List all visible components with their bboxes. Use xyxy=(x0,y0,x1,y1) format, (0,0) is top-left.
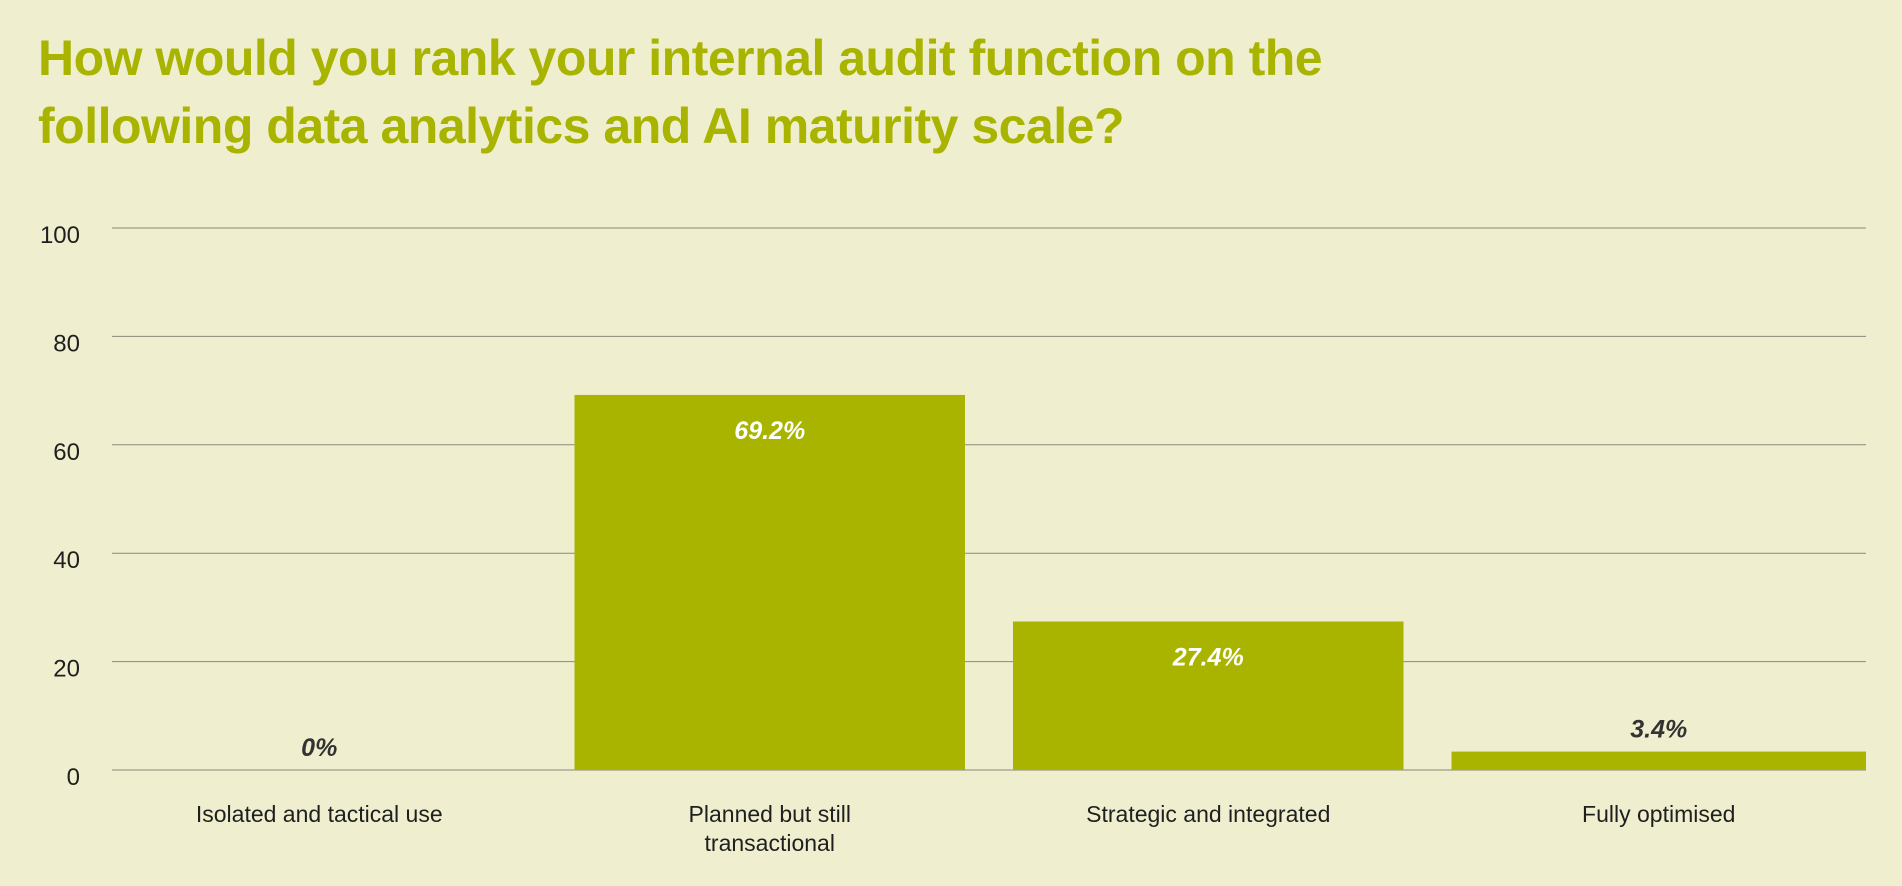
value-label: 69.2% xyxy=(734,417,805,445)
value-label: 3.4% xyxy=(1630,716,1687,744)
y-tick-label: 60 xyxy=(53,439,80,466)
bar xyxy=(1013,621,1404,770)
y-tick-label: 100 xyxy=(40,222,80,249)
bar xyxy=(1451,751,1866,770)
y-tick-label: 40 xyxy=(53,547,80,574)
y-tick-label: 20 xyxy=(53,656,80,683)
bar xyxy=(574,394,965,770)
x-axis-labels: Isolated and tactical use Planned but sti… xyxy=(196,801,1736,856)
x-tick-label: Isolated and tactical use xyxy=(196,801,443,827)
value-labels: 0% 69.2% 27.4% 3.4% xyxy=(301,417,1687,762)
value-label: 27.4% xyxy=(1172,643,1244,671)
x-tick-label: Strategic and integrated xyxy=(1086,801,1330,827)
y-tick-label: 80 xyxy=(53,330,80,357)
value-label: 0% xyxy=(301,734,337,762)
bars xyxy=(574,394,1866,770)
x-tick-label: Planned but still xyxy=(689,801,851,827)
y-tick-label: 0 xyxy=(67,764,80,791)
x-tick-label: Fully optimised xyxy=(1582,801,1735,827)
chart-title: How would you rank your internal audit f… xyxy=(38,30,1323,154)
gridlines xyxy=(112,227,1866,771)
y-axis-ticks: 0 20 40 60 80 100 xyxy=(40,222,80,791)
x-tick-label: transactional xyxy=(705,830,835,856)
